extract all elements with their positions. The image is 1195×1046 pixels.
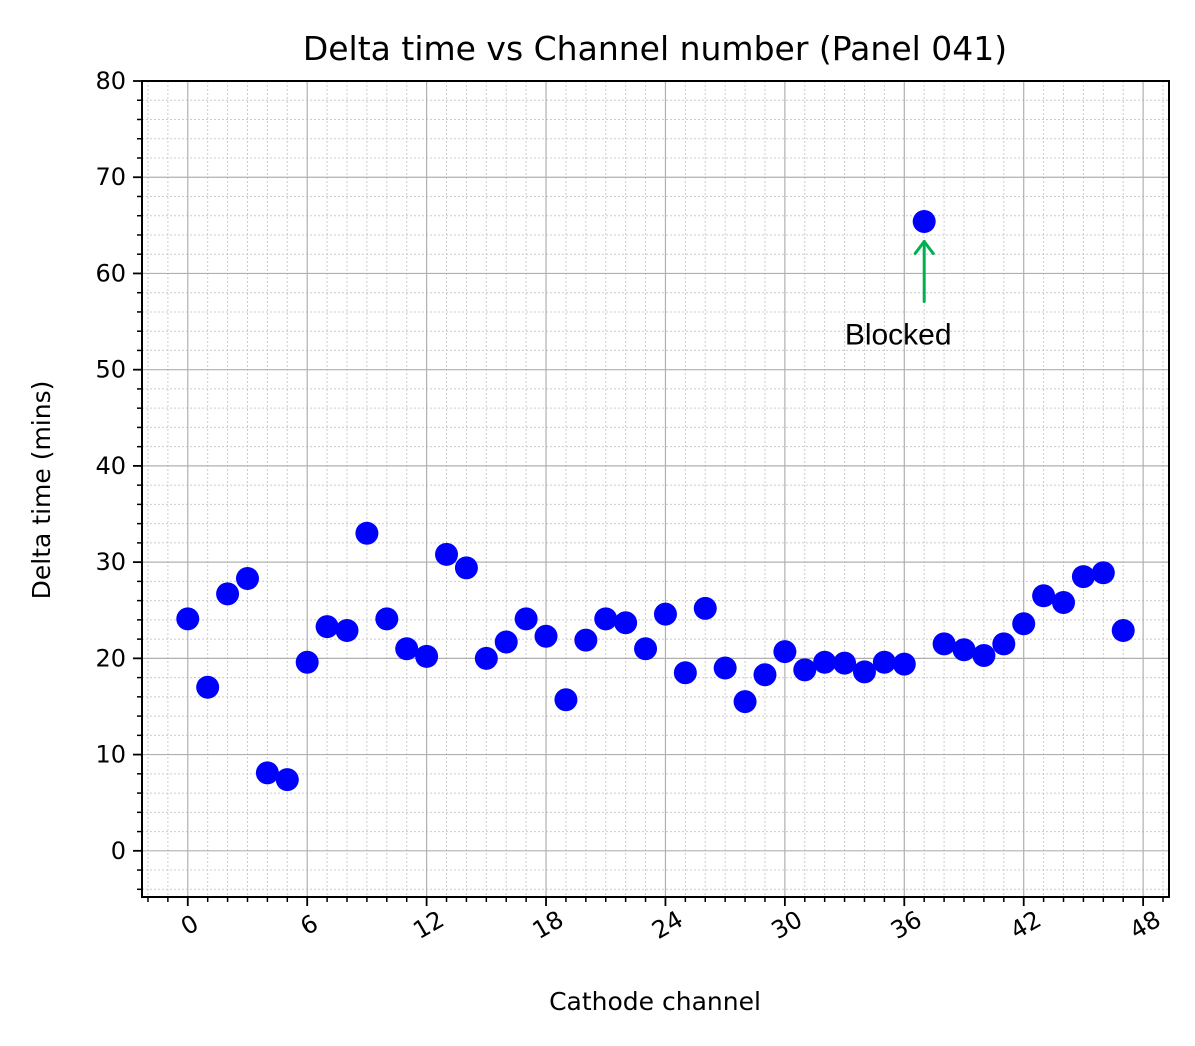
data-point <box>454 556 478 580</box>
data-point <box>176 607 200 631</box>
y-tick-label: 0 <box>111 837 126 865</box>
data-point <box>295 650 319 674</box>
data-point <box>833 651 857 675</box>
data-point <box>1071 565 1095 589</box>
data-point <box>355 521 379 545</box>
y-tick-label: 10 <box>95 741 126 769</box>
data-point <box>992 632 1016 656</box>
chart-title: Delta time vs Channel number (Panel 041) <box>303 29 1007 68</box>
data-point <box>634 637 658 661</box>
data-point <box>793 658 817 682</box>
minor-grid <box>142 81 1169 897</box>
data-point <box>275 768 299 792</box>
data-point <box>932 632 956 656</box>
data-point <box>315 615 339 639</box>
data-point <box>872 650 896 674</box>
data-point <box>335 618 359 642</box>
data-point <box>1091 561 1115 585</box>
data-points <box>176 209 1135 792</box>
y-tick-label: 40 <box>95 452 126 480</box>
data-point <box>574 628 598 652</box>
x-axis-label: Cathode channel <box>549 987 761 1016</box>
x-tick-label: 48 <box>1125 905 1165 945</box>
data-point <box>813 650 837 674</box>
x-tick-label: 24 <box>647 905 687 945</box>
x-tick-label: 30 <box>767 905 807 945</box>
data-point <box>235 566 259 590</box>
y-tick-label: 50 <box>95 356 126 384</box>
data-point <box>554 688 578 712</box>
data-point <box>1052 591 1076 615</box>
x-tick-label: 0 <box>176 909 203 941</box>
y-tick-label: 30 <box>95 548 126 576</box>
y-axis-ticks: 0 10 20 30 40 50 60 70 80 <box>95 67 142 891</box>
data-point <box>1012 612 1036 636</box>
x-tick-label: 42 <box>1005 905 1045 945</box>
data-point <box>773 640 797 664</box>
x-axis-ticks: 0 6 12 18 24 30 36 42 48 <box>147 897 1165 945</box>
annotation: Blocked <box>845 239 952 351</box>
data-point <box>216 582 240 606</box>
x-tick-label: 12 <box>408 905 448 945</box>
data-point <box>673 661 697 685</box>
x-tick-label: 6 <box>296 909 323 941</box>
y-tick-label: 20 <box>95 644 126 672</box>
blocked-arrow-head <box>913 239 935 255</box>
data-point <box>614 611 638 635</box>
plot-frame <box>141 80 1170 898</box>
data-point <box>753 663 777 687</box>
data-point <box>852 660 876 684</box>
data-point <box>653 602 677 626</box>
data-point <box>196 675 220 699</box>
x-tick-label: 18 <box>528 905 568 945</box>
data-point <box>594 607 618 631</box>
y-tick-label: 80 <box>95 67 126 95</box>
data-point <box>892 652 916 676</box>
data-point <box>415 644 439 668</box>
data-point <box>733 690 757 714</box>
data-point <box>713 656 737 680</box>
data-point <box>435 542 459 566</box>
data-point <box>474 646 498 670</box>
y-axis-label: Delta time (mins) <box>27 381 56 600</box>
data-point <box>395 637 419 661</box>
y-tick-label: 70 <box>95 163 126 191</box>
data-point <box>514 607 538 631</box>
data-point <box>693 596 717 620</box>
data-point <box>375 607 399 631</box>
plot-area: Blocked <box>141 80 1170 898</box>
y-tick-label: 60 <box>95 259 126 287</box>
data-point <box>534 624 558 648</box>
data-point <box>912 209 936 233</box>
data-point <box>494 630 518 654</box>
data-point <box>1032 584 1056 608</box>
blocked-annotation-label: Blocked <box>845 318 952 351</box>
plot-background <box>142 81 1169 897</box>
data-point <box>972 643 996 667</box>
x-tick-label: 36 <box>886 905 926 945</box>
data-point <box>255 761 279 785</box>
data-point <box>1111 618 1135 642</box>
data-point <box>952 638 976 662</box>
